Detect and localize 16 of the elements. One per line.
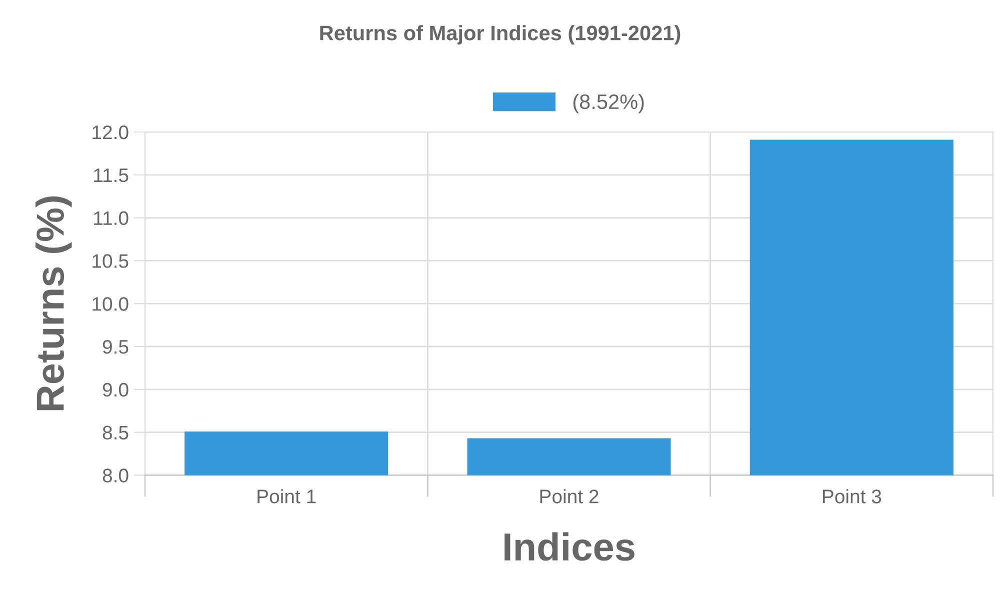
x-tick-label: Point 1	[258, 489, 316, 504]
y-tick-label: 8.0	[102, 468, 128, 482]
y-tick-label: 10.0	[92, 297, 128, 311]
y-tick-label: 8.5	[102, 426, 128, 440]
y-tick-label: 11.5	[94, 168, 128, 182]
y-axis-title: Returns (%)	[35, 196, 72, 410]
x-tick-label: Point 2	[540, 489, 598, 504]
y-tick-label: 10.5	[92, 254, 128, 268]
x-axis-title: Indices	[504, 532, 634, 561]
y-tick-label: 12.0	[92, 125, 128, 140]
legend-label: (8.52%)	[573, 94, 644, 114]
chart-title: Returns of Major Indices (1991-2021)	[320, 25, 680, 45]
y-tick-label: 9.0	[102, 382, 128, 397]
x-tick-label: Point 3	[822, 489, 882, 504]
y-tick-label: 9.5	[102, 340, 128, 354]
y-tick-label: 11.0	[94, 211, 128, 226]
